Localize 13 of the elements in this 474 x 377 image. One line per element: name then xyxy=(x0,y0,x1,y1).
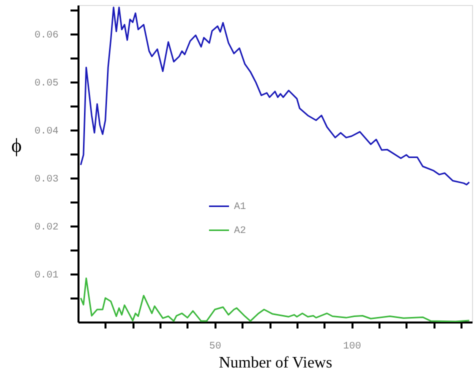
y-tick-label: 0.06 xyxy=(34,30,58,42)
x-tick-label: 100 xyxy=(343,342,362,352)
y-tick-label: 0.05 xyxy=(34,78,58,90)
line-series xyxy=(80,6,470,186)
y-tick-label: 0.02 xyxy=(34,222,58,234)
legend-label: A1 xyxy=(234,202,246,214)
legend-label: A2 xyxy=(234,226,246,238)
y-axis-title: ϕ xyxy=(11,135,22,157)
x-axis-title: Number of Views xyxy=(218,354,332,372)
y-tick-label: 0.03 xyxy=(34,174,58,186)
y-tick-label: 0.01 xyxy=(34,270,58,282)
y-tick-label: 0.04 xyxy=(34,126,58,138)
x-tick-label: 50 xyxy=(209,342,222,352)
